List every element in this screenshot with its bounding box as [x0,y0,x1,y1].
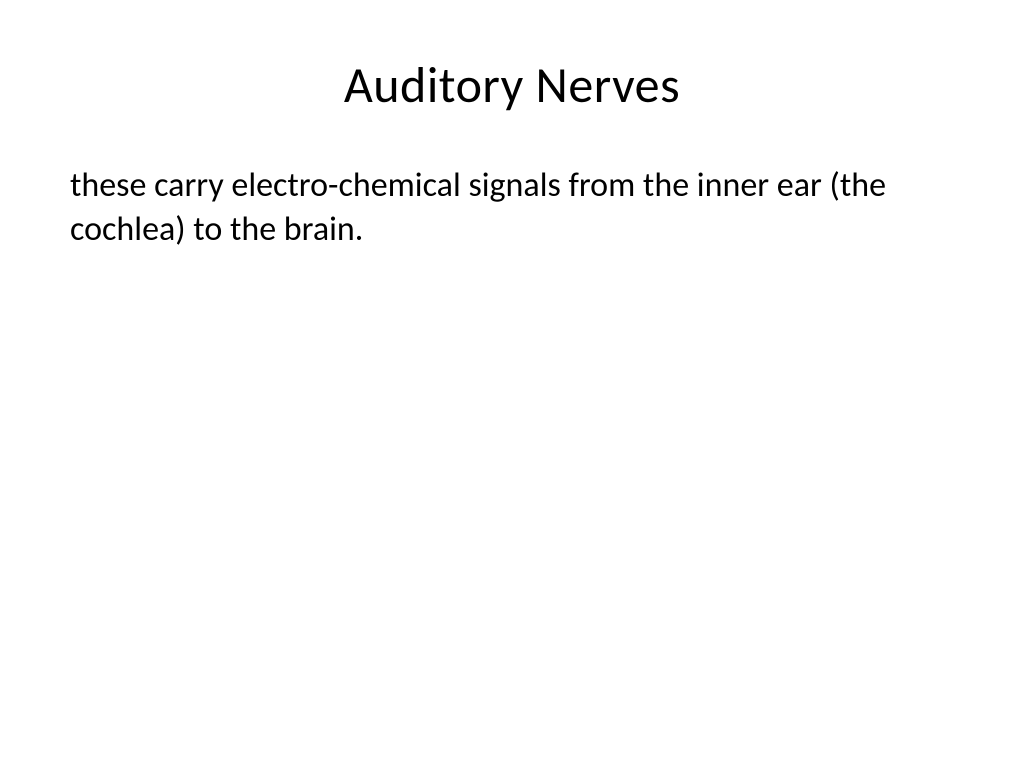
slide-title: Auditory Nerves [70,55,954,116]
slide-container: Auditory Nerves these carry electro-chem… [0,0,1024,768]
slide-body-text: these carry electro-chemical signals fro… [70,164,954,251]
